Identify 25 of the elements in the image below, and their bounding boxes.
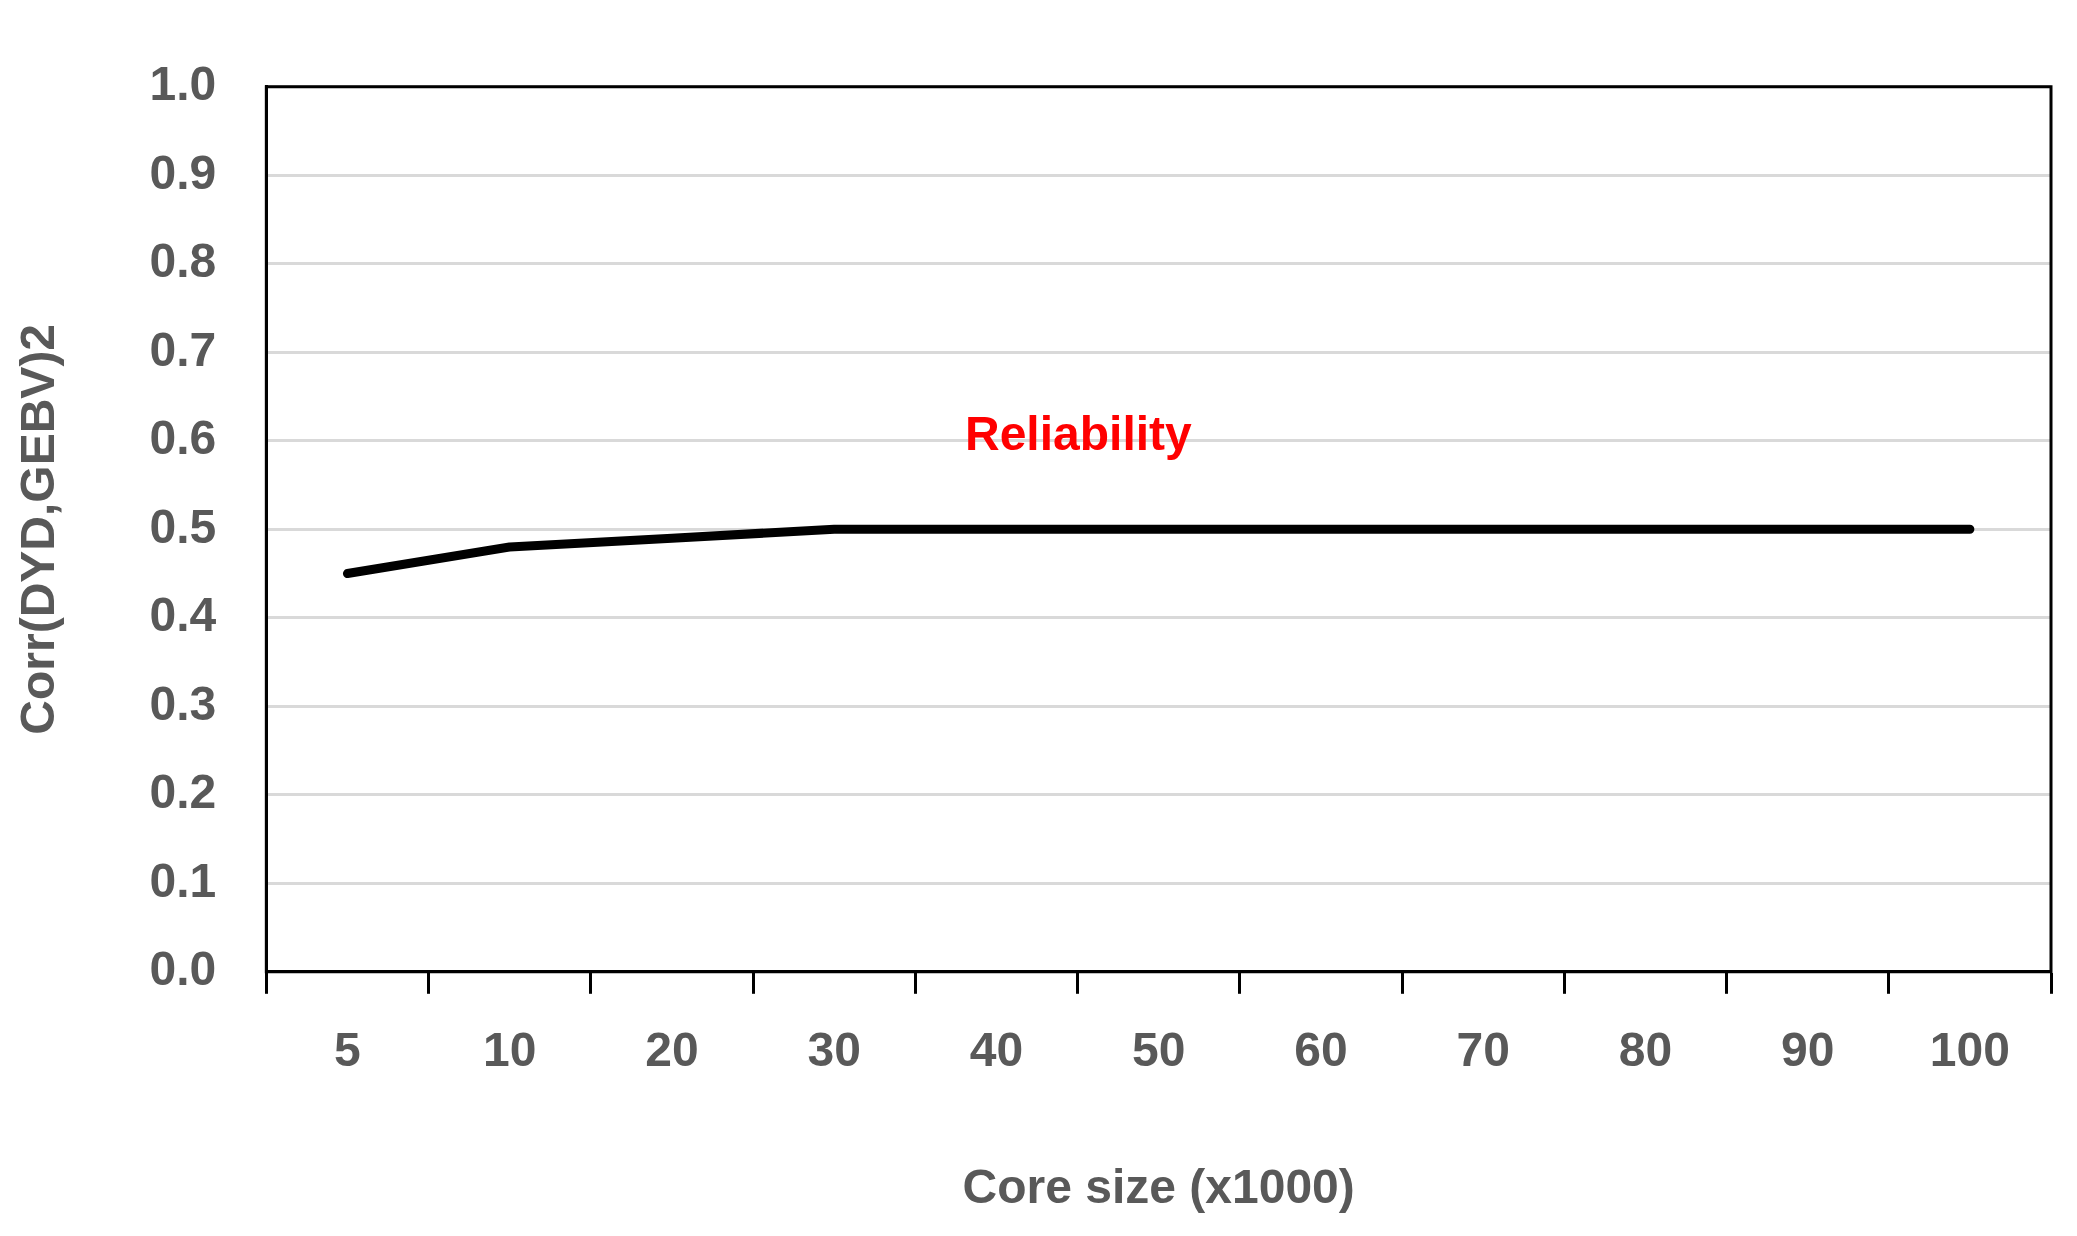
y-tick-label: 0.3 bbox=[149, 676, 217, 730]
y-tick-label: 0.2 bbox=[149, 765, 217, 819]
x-tick-label: 60 bbox=[1294, 1022, 1348, 1076]
x-tick-label: 90 bbox=[1780, 1022, 1835, 1076]
y-tick-label: 0.7 bbox=[149, 322, 217, 376]
y-tick-label: 1.0 bbox=[149, 57, 217, 111]
x-tick-label: 70 bbox=[1456, 1022, 1510, 1076]
y-tick-label: 0.8 bbox=[149, 234, 217, 288]
y-tick-label: 0.6 bbox=[149, 411, 217, 465]
y-axis-title: Corr(DYD,GEBV)2 bbox=[11, 323, 65, 735]
x-tick-label: 100 bbox=[1929, 1022, 2010, 1076]
x-axis-title: Core size (x1000) bbox=[962, 1160, 1355, 1214]
y-tick-label: 0.5 bbox=[149, 499, 217, 553]
y-tick-label: 0.0 bbox=[149, 942, 217, 996]
x-tick-label: 80 bbox=[1618, 1022, 1673, 1076]
x-tick-label: 5 bbox=[334, 1022, 361, 1076]
x-tick-label: 20 bbox=[645, 1022, 699, 1076]
y-tick-label: 0.4 bbox=[149, 588, 217, 642]
x-tick-label: 30 bbox=[807, 1022, 861, 1076]
annotation: Reliability bbox=[964, 406, 1193, 460]
x-tick-label: 10 bbox=[483, 1022, 537, 1076]
x-tick-label: 50 bbox=[1131, 1022, 1186, 1076]
x-tick-label: 40 bbox=[969, 1022, 1024, 1076]
y-tick-label: 0.9 bbox=[149, 145, 217, 199]
y-tick-label: 0.1 bbox=[149, 853, 217, 907]
